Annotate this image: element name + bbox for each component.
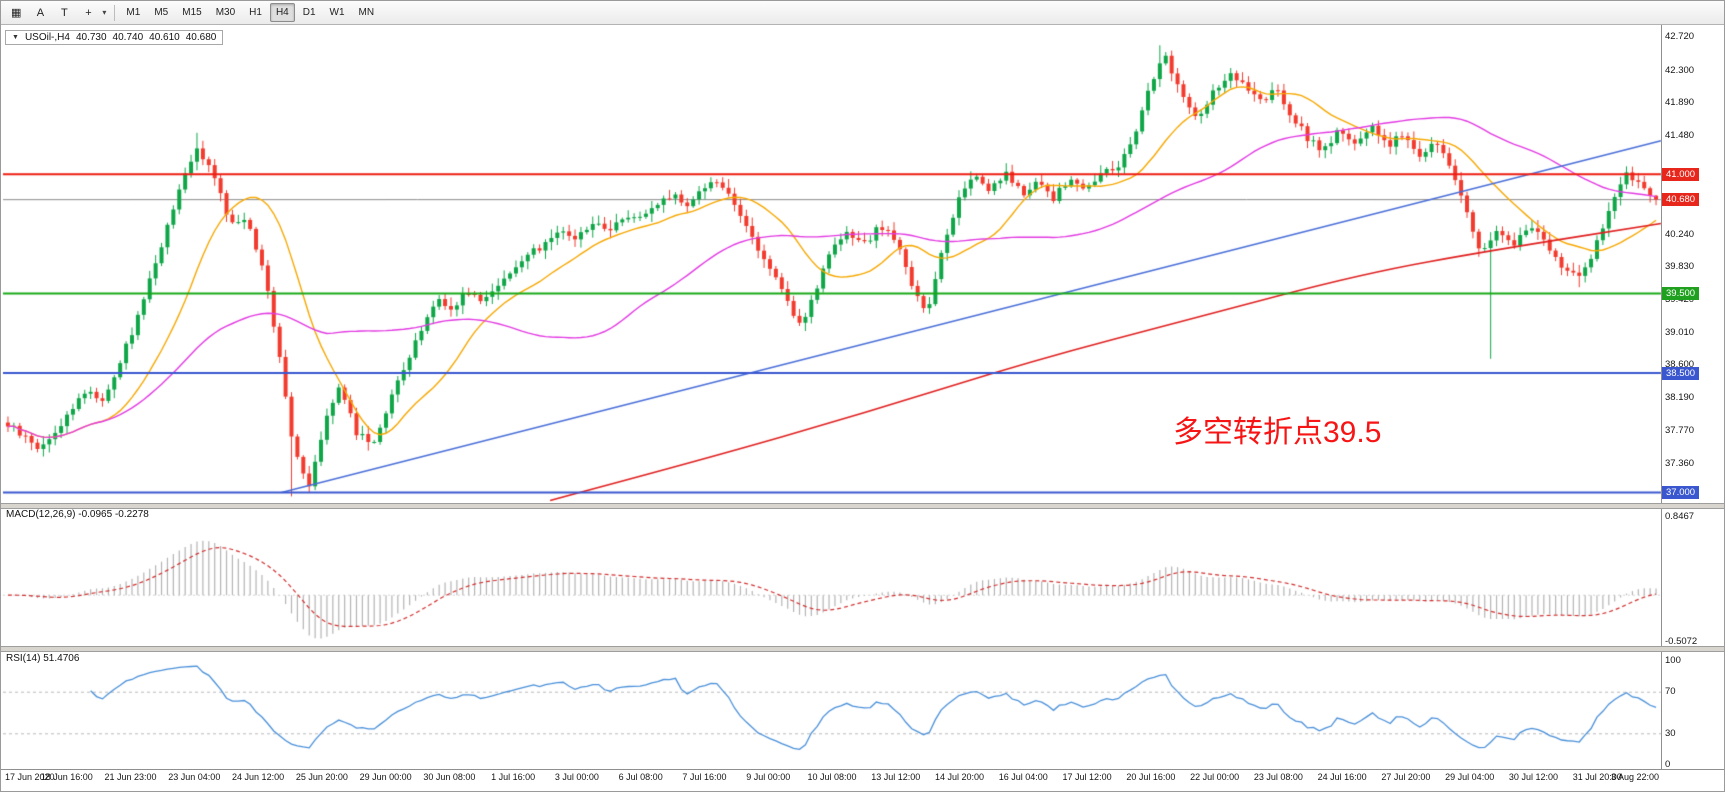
timeframe-h4[interactable]: H4 [269, 3, 295, 22]
price-tick: 39.010 [1665, 326, 1695, 338]
symbol-dropdown-icon: ▼ [12, 34, 19, 41]
symbol-label: USOil-,H4 [24, 32, 70, 43]
panel-divider-rsi[interactable] [1, 646, 1724, 652]
timeframe-h1[interactable]: H1 [243, 3, 268, 22]
price-badge: 37.000 [1662, 485, 1700, 499]
time-tick: 30 Jul 12:00 [1508, 772, 1558, 782]
price-badge: 38.500 [1662, 366, 1700, 380]
chevron-down-icon[interactable]: ▾ [102, 8, 107, 17]
time-tick: 24 Jun 12:00 [232, 772, 285, 782]
rsi-label: RSI(14) 51.4706 [6, 653, 80, 664]
price-badge: 41.000 [1662, 167, 1700, 181]
price-tick: 41.890 [1665, 97, 1695, 109]
ohlc-readout[interactable]: ▼ USOil-,H4 40.730 40.740 40.610 40.680 [5, 30, 224, 45]
timeframe-m15[interactable]: M15 [176, 3, 207, 22]
price-tick: 41.480 [1665, 130, 1695, 141]
text-tool-icon[interactable]: T [53, 3, 75, 22]
time-tick: 17 Jul 12:00 [1062, 772, 1112, 782]
price-badge: 40.680 [1662, 193, 1700, 207]
time-axis-border [1, 769, 1724, 770]
price-tick: 37.360 [1665, 457, 1695, 469]
time-tick: 3 Aug 22:00 [1610, 772, 1659, 782]
timeframe-m1[interactable]: M1 [120, 3, 146, 22]
time-tick: 13 Jul 12:00 [871, 772, 921, 782]
time-tick: 17 Jun 2020 [5, 772, 55, 782]
macd-min-label: -0.5072 [1665, 636, 1698, 647]
price-tick: 39.830 [1665, 261, 1695, 273]
price-tick: 42.720 [1665, 31, 1695, 43]
time-tick: 23 Jun 04:00 [168, 772, 221, 782]
time-tick: 1 Jul 16:00 [491, 772, 536, 782]
crosshair-icon[interactable]: + [77, 3, 99, 22]
time-tick: 16 Jul 04:00 [998, 772, 1048, 782]
open-value: 40.730 [75, 32, 107, 43]
rsi-level-label: 0 [1665, 759, 1671, 770]
time-tick: 3 Jul 00:00 [554, 772, 599, 782]
price-tick: 42.300 [1665, 64, 1695, 76]
timeframe-m5[interactable]: M5 [148, 3, 174, 22]
macd-max-label: 0.8467 [1665, 511, 1695, 522]
timeframe-w1[interactable]: W1 [324, 3, 351, 22]
time-tick: 29 Jul 04:00 [1445, 772, 1495, 782]
time-tick: 7 Jul 16:00 [682, 772, 727, 782]
time-tick: 6 Jul 08:00 [618, 772, 663, 782]
toolbar-separator [114, 4, 116, 21]
time-tick: 21 Jun 23:00 [104, 772, 157, 782]
price-tick: 38.600 [1665, 359, 1695, 371]
time-tick: 24 Jul 16:00 [1317, 772, 1367, 782]
time-tick: 30 Jun 08:00 [423, 772, 476, 782]
grid-icon[interactable]: ▦ [5, 3, 27, 22]
price-badge: 39.500 [1662, 287, 1700, 301]
time-tick: 14 Jul 20:00 [935, 772, 985, 782]
time-tick: 23 Jul 08:00 [1253, 772, 1303, 782]
time-tick: 10 Jul 08:00 [807, 772, 857, 782]
price-tick: 40.240 [1665, 228, 1695, 240]
time-tick: 25 Jun 20:00 [295, 772, 348, 782]
tool-icons-group: ▦ A T + [5, 3, 99, 22]
toolbar: ▦ A T + ▾ M1 M5 M15 M30 H1 H4 D1 W1 MN [1, 1, 1724, 25]
timeframe-group: M1 M5 M15 M30 H1 H4 D1 W1 MN [120, 3, 380, 22]
timeframe-d1[interactable]: D1 [297, 3, 322, 22]
timeframe-mn[interactable]: MN [353, 3, 381, 22]
time-tick: 9 Jul 00:00 [746, 772, 791, 782]
time-tick: 22 Jul 00:00 [1190, 772, 1240, 782]
high-value: 40.740 [112, 32, 144, 43]
rsi-level-label: 30 [1665, 727, 1676, 739]
low-value: 40.610 [149, 32, 180, 43]
price-axis-border [1661, 25, 1662, 769]
macd-label: MACD(12,26,9) -0.0965 -0.2278 [6, 509, 149, 520]
close-value: 40.680 [185, 32, 217, 43]
time-tick: 20 Jul 16:00 [1126, 772, 1176, 782]
time-tick: 31 Jul 20:00 [1572, 772, 1622, 782]
rsi-level-label: 100 [1665, 655, 1681, 666]
time-tick: 29 Jun 00:00 [359, 772, 412, 782]
rsi-level-label: 70 [1665, 686, 1676, 698]
price-tick: 38.190 [1665, 391, 1695, 403]
time-tick: 18 Jun 16:00 [40, 772, 93, 782]
chart-annotation: 多空转折点39.5 [1173, 416, 1382, 449]
cursor-a-icon[interactable]: A [29, 3, 51, 22]
timeframe-m30[interactable]: M30 [210, 3, 241, 22]
price-tick: 37.770 [1665, 425, 1695, 437]
panel-divider-macd[interactable] [1, 503, 1724, 509]
time-tick: 27 Jul 20:00 [1381, 772, 1431, 782]
